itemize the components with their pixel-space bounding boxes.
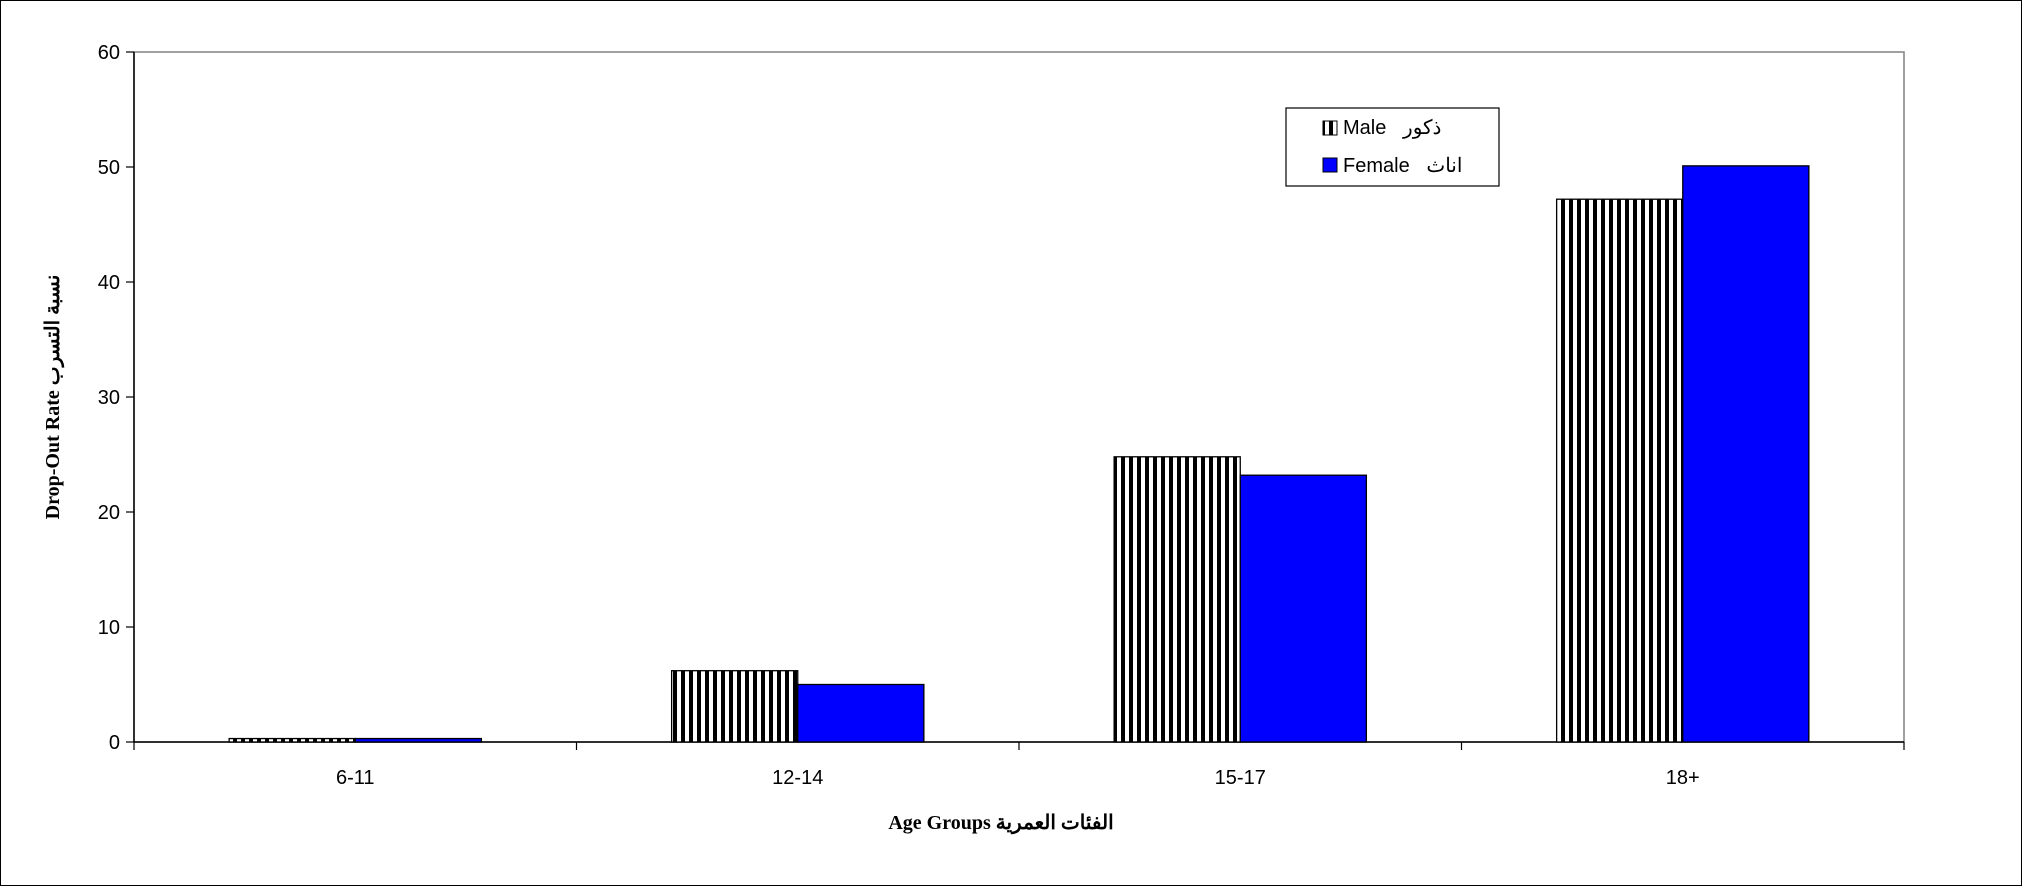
bars — [228, 165, 1810, 743]
bar-female-18+ — [1682, 165, 1810, 743]
x-tick-label: 12-14 — [772, 767, 823, 789]
bar-male-6-11 — [228, 737, 356, 743]
x-axis-title: Age Groups الفئات العمرية — [888, 812, 1113, 835]
legend-swatch-female — [1322, 157, 1338, 173]
bar-female-12-14 — [797, 683, 925, 743]
bar-female-15-17 — [1239, 474, 1368, 743]
bar-male-12-14 — [670, 670, 799, 743]
y-tick-label: 60 — [98, 42, 120, 64]
y-tick-label: 40 — [98, 272, 120, 294]
bar-female-6-11 — [354, 737, 483, 743]
y-tick-label: 50 — [98, 157, 120, 179]
x-tick-label: 18+ — [1666, 767, 1700, 789]
x-tick-label: 15-17 — [1215, 767, 1266, 789]
legend-label-female: Female اناث — [1343, 155, 1462, 177]
y-tick-label: 10 — [98, 617, 120, 639]
bar-male-15-17 — [1113, 456, 1241, 743]
y-tick-label: 30 — [98, 387, 120, 409]
y-axis-title: Drop-Out Rate نسبة التسرب — [42, 275, 65, 520]
legend-label-male: Male ذكور — [1343, 117, 1441, 139]
bar-male-18+ — [1555, 198, 1684, 743]
x-tick-label: 6-11 — [336, 767, 375, 789]
legend-swatch-male — [1322, 120, 1338, 136]
legend: Male ذكور Female اناث — [1285, 107, 1500, 187]
legend-box — [1285, 107, 1500, 187]
y-tick-label: 0 — [109, 732, 120, 754]
y-tick-label: 20 — [98, 502, 120, 524]
